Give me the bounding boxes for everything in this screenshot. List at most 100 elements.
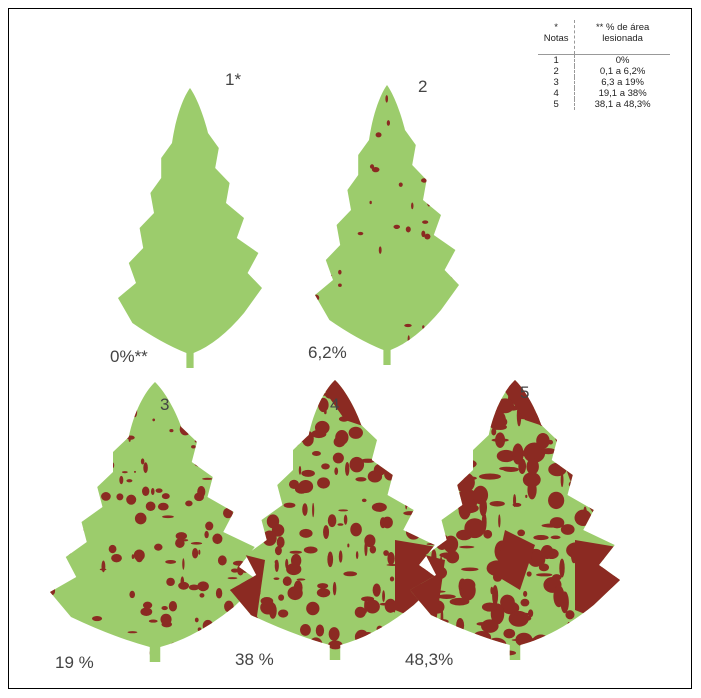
lesion	[343, 571, 357, 576]
lesion	[364, 534, 375, 547]
lesion	[218, 555, 227, 565]
lesion	[235, 610, 241, 616]
lesion	[423, 512, 425, 530]
lesion	[40, 442, 42, 448]
lesion	[228, 577, 238, 579]
lesion	[257, 464, 266, 478]
lesion	[445, 150, 449, 157]
lesion	[375, 407, 389, 414]
lesion	[609, 644, 611, 662]
lesion	[60, 611, 65, 616]
lesion	[439, 463, 450, 479]
lesion	[415, 452, 434, 468]
lesion	[397, 622, 404, 641]
lesion	[216, 588, 222, 599]
lesion	[573, 413, 576, 433]
lesion	[567, 622, 571, 634]
lesion	[403, 511, 417, 515]
lesion	[242, 535, 246, 541]
lesion	[600, 521, 608, 532]
lesion	[256, 431, 262, 447]
leaf	[306, 85, 469, 365]
lesion	[189, 584, 199, 590]
lesion	[548, 492, 564, 509]
lesion	[199, 593, 204, 598]
lesion	[143, 649, 149, 657]
lesion	[401, 401, 417, 411]
table-cell: 3	[538, 77, 575, 88]
lesion	[194, 643, 205, 653]
lesion	[261, 597, 274, 605]
lesion	[453, 305, 456, 310]
lesion	[251, 619, 263, 624]
table-cell: 1	[538, 55, 575, 67]
lesion	[129, 591, 135, 598]
lesion	[471, 637, 480, 646]
lesion	[135, 513, 147, 525]
lesion	[479, 498, 487, 517]
table-cell: 38,1 a 48,3%	[575, 99, 670, 110]
lesion	[312, 451, 321, 456]
lesion	[361, 387, 371, 393]
lesion	[402, 443, 413, 457]
lesion	[238, 522, 246, 537]
lesion	[93, 429, 99, 434]
lesion	[212, 534, 222, 545]
lesion	[126, 495, 136, 505]
lesion	[191, 445, 196, 448]
lesion	[344, 515, 348, 525]
lesion	[561, 524, 575, 535]
lesion	[350, 643, 353, 657]
lesion	[182, 539, 188, 541]
lesion	[427, 163, 429, 166]
lesion	[122, 471, 128, 473]
lesion	[67, 396, 69, 406]
lesion	[237, 603, 241, 611]
lesion	[609, 434, 616, 448]
lesion	[392, 632, 414, 641]
lesion	[422, 622, 429, 630]
lesion	[161, 606, 167, 610]
lesion	[262, 530, 276, 545]
lesion	[591, 419, 608, 427]
lesion	[349, 457, 364, 472]
lesion	[435, 624, 448, 633]
lesion	[291, 425, 299, 440]
lesion	[312, 503, 314, 517]
lesion	[622, 513, 628, 516]
lesion	[418, 380, 426, 392]
lesion	[204, 423, 207, 434]
lesion	[251, 537, 254, 542]
lesion	[570, 395, 572, 404]
lesion	[446, 238, 450, 244]
lesion	[266, 451, 273, 461]
lesion	[284, 503, 296, 508]
lesion	[444, 432, 450, 446]
lesion	[284, 460, 291, 469]
lesion	[541, 448, 556, 454]
lesion	[89, 642, 100, 651]
lesion	[231, 568, 239, 572]
lesion	[313, 295, 319, 301]
lesion	[64, 440, 70, 444]
lesion	[439, 178, 442, 182]
lesion	[426, 388, 441, 393]
lesion	[495, 404, 498, 413]
lesion	[406, 524, 421, 540]
lesion	[319, 199, 322, 201]
lesion	[48, 502, 56, 510]
lesion	[379, 246, 382, 254]
lesion	[237, 635, 248, 642]
grade-label: 5	[520, 383, 529, 402]
lesion	[262, 424, 277, 439]
lesion	[545, 548, 559, 559]
lesion	[608, 633, 616, 645]
lesion	[427, 200, 430, 206]
lesion	[129, 438, 131, 442]
lesion	[327, 552, 333, 568]
lesion	[142, 486, 149, 496]
lesion	[82, 450, 92, 453]
lesion	[208, 636, 216, 644]
lesion	[431, 488, 436, 495]
lesion	[461, 567, 478, 571]
